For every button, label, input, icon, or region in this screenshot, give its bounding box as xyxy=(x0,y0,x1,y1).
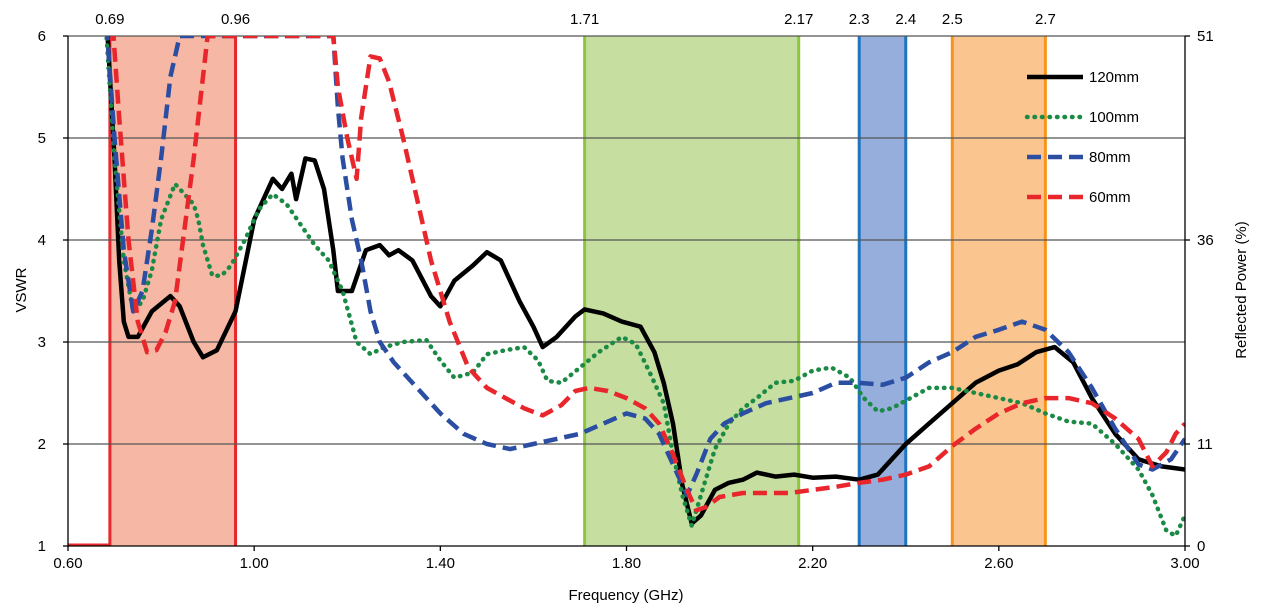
band-label: 0.69 xyxy=(95,11,124,28)
y2-tick-label: 0 xyxy=(1197,538,1205,555)
gridlines xyxy=(68,35,1185,445)
legend: 120mm 100mm 80mm 60mm xyxy=(1024,69,1139,206)
y2-tick-label: 51 xyxy=(1197,28,1214,45)
band-label: 2.17 xyxy=(784,11,813,28)
x-tick-label: 2.60 xyxy=(984,555,1013,572)
x-tick-label: 0.60 xyxy=(53,555,82,572)
legend-label-80mm: 80mm xyxy=(1089,149,1131,166)
x-axis-title: Frequency (GHz) xyxy=(568,587,683,604)
y2-axis-title: Reflected Power (%) xyxy=(1233,221,1250,359)
series-line-80mm xyxy=(105,36,1185,498)
band-label: 1.71 xyxy=(570,11,599,28)
series-lines xyxy=(104,36,1185,539)
series-line-100mm xyxy=(104,36,1185,539)
band-edge-labels: 0.69 0.96 1.71 2.17 2.3 2.4 2.5 2.7 xyxy=(95,11,1056,28)
x-tick-label: 1.00 xyxy=(240,555,269,572)
series-line-60mm xyxy=(111,36,1185,513)
y-tick-label: 2 xyxy=(38,436,46,453)
x-tick-label: 2.20 xyxy=(798,555,827,572)
x-tick-label: 3.00 xyxy=(1170,555,1199,572)
band-label: 2.7 xyxy=(1035,11,1056,28)
band-2 xyxy=(859,36,906,546)
y-tick-label: 6 xyxy=(38,28,46,45)
y-tick-label: 4 xyxy=(38,232,46,249)
y2-tick-label: 36 xyxy=(1197,232,1214,249)
band-1 xyxy=(584,36,799,546)
band-label: 0.96 xyxy=(221,11,250,28)
legend-label-120mm: 120mm xyxy=(1089,69,1139,86)
band-label: 2.4 xyxy=(895,11,916,28)
y-tick-label: 5 xyxy=(38,130,46,147)
y-axis-title: VSWR xyxy=(13,267,30,312)
y-tick-label: 1 xyxy=(38,538,46,555)
series-line-120mm xyxy=(105,36,1185,526)
x-tick-label: 1.80 xyxy=(612,555,641,572)
x-tick-label: 1.40 xyxy=(426,555,455,572)
tick-labels: 0.60 1.00 1.40 1.80 2.20 2.60 3.00 1 2 3 4 5 6 0 11 36 5… xyxy=(38,28,1214,572)
y2-tick-label: 11 xyxy=(1197,436,1213,453)
band-3 xyxy=(952,36,1046,546)
legend-label-100mm: 100mm xyxy=(1089,109,1139,126)
y-tick-label: 3 xyxy=(38,334,46,351)
legend-label-60mm: 60mm xyxy=(1089,189,1131,206)
band-label: 2.5 xyxy=(942,11,963,28)
axes xyxy=(63,35,1190,551)
frequency-bands xyxy=(68,36,1047,547)
band-label: 2.3 xyxy=(849,11,870,28)
